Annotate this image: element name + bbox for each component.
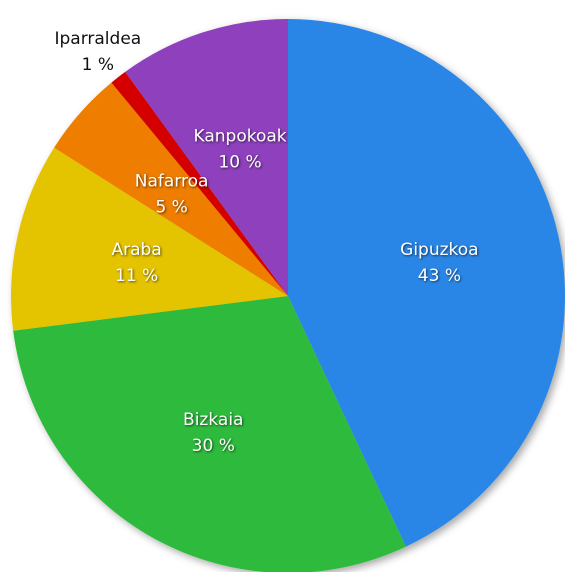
pie-slice: [13, 296, 406, 572]
slice-label: Nafarroa: [135, 171, 209, 191]
slice-label: Araba: [111, 240, 161, 260]
pie-slice: [11, 147, 289, 331]
slice-label: Kanpokoak: [193, 126, 286, 146]
pie-slice: [125, 19, 288, 296]
pie: [11, 19, 565, 572]
labels: Gipuzkoa 43 % Bizkaia 30 % Araba 11 % Nafarroa…: [54, 29, 478, 456]
slice-value: 10 %: [218, 152, 261, 172]
slice-value: 30 %: [192, 436, 235, 456]
slice-label: Bizkaia: [183, 410, 243, 430]
slice-value: 5 %: [155, 197, 187, 217]
pie-slice: [54, 82, 288, 296]
pie-slice: [288, 19, 565, 547]
slice-value: 1 %: [82, 55, 114, 75]
slice-value: 43 %: [418, 266, 461, 286]
pie-slice: [111, 71, 288, 297]
slice-label: Iparraldea: [54, 29, 141, 49]
slice-label: Gipuzkoa: [400, 240, 478, 260]
slice-value: 11 %: [115, 266, 158, 286]
